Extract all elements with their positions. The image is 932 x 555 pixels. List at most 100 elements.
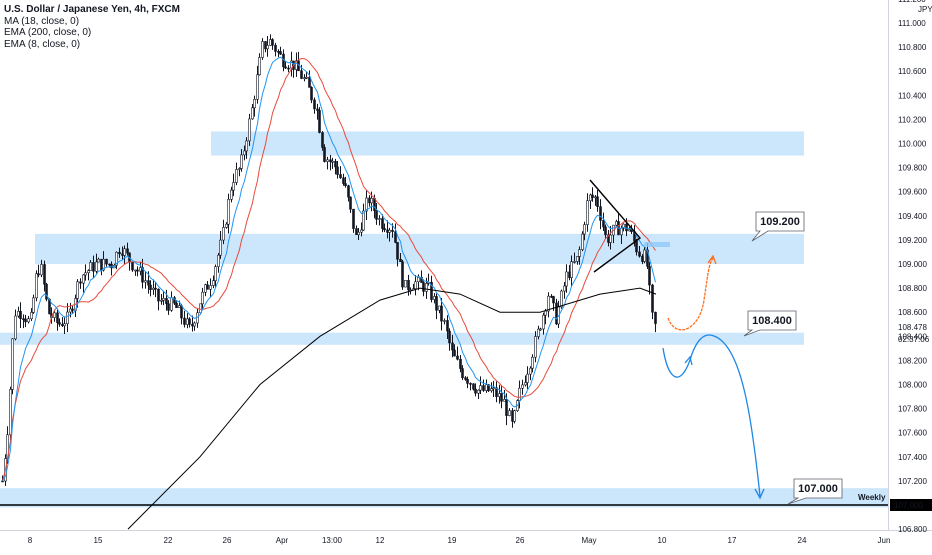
candle-body bbox=[266, 45, 269, 50]
projection-up-path bbox=[667, 257, 714, 331]
candle-body bbox=[102, 258, 105, 271]
candle-body bbox=[167, 303, 170, 311]
candle-body bbox=[178, 305, 181, 309]
zone-rect bbox=[0, 332, 804, 345]
price-tick-label: 109.200 bbox=[898, 236, 927, 245]
time-tick-label: 10 bbox=[658, 536, 667, 545]
time-tick-label: 15 bbox=[94, 536, 103, 545]
candle-body bbox=[464, 377, 467, 380]
candle-body bbox=[339, 174, 342, 179]
candle-body bbox=[417, 277, 420, 283]
candle-body bbox=[643, 249, 646, 262]
candle-body bbox=[240, 154, 243, 169]
projection-up-arrow bbox=[707, 254, 717, 265]
candle-body bbox=[469, 383, 472, 385]
candle-body bbox=[136, 269, 139, 272]
candle-body bbox=[344, 183, 347, 187]
candle-body bbox=[82, 274, 85, 284]
candle-body bbox=[316, 108, 319, 111]
indicator-ema8[interactable]: EMA (8, close, 0) bbox=[4, 38, 81, 50]
candle-body bbox=[357, 231, 360, 236]
candle-body bbox=[37, 273, 40, 276]
candle-body bbox=[570, 261, 573, 278]
candle-body bbox=[336, 166, 339, 175]
candle-body bbox=[204, 284, 207, 293]
candle-body bbox=[542, 314, 545, 330]
candle-body bbox=[139, 267, 142, 272]
candle-body bbox=[394, 231, 397, 243]
candle-body bbox=[97, 258, 100, 263]
weekly-axis-badge bbox=[890, 499, 932, 511]
candle-body bbox=[66, 311, 69, 325]
candle-body bbox=[414, 281, 417, 289]
candle-body bbox=[9, 389, 12, 436]
candle-body bbox=[531, 356, 534, 369]
candle-body bbox=[591, 194, 594, 198]
candle-body bbox=[456, 355, 459, 360]
price-tick-label: 107.800 bbox=[898, 405, 927, 414]
projection-down-arrow-1 bbox=[684, 355, 693, 366]
candle-body bbox=[487, 384, 490, 392]
time-tick-label: 17 bbox=[728, 536, 737, 545]
candle-body bbox=[35, 273, 38, 299]
candle-body bbox=[214, 266, 217, 281]
indicator-ema200[interactable]: EMA (200, close, 0) bbox=[4, 27, 92, 38]
candle-body bbox=[279, 51, 282, 55]
candle-body bbox=[648, 266, 651, 286]
candle-body bbox=[308, 76, 311, 88]
candle-body bbox=[53, 312, 56, 318]
candle-body bbox=[1, 480, 4, 483]
candle-body bbox=[321, 132, 324, 148]
candle-body bbox=[71, 308, 74, 311]
candle-body bbox=[440, 305, 443, 322]
candle-body bbox=[508, 410, 511, 416]
candle-body bbox=[654, 311, 657, 324]
candle-body bbox=[342, 177, 345, 184]
candle-body bbox=[329, 159, 332, 163]
candle-body bbox=[492, 387, 495, 390]
candle-body bbox=[160, 299, 163, 302]
candle-body bbox=[105, 258, 108, 265]
candle-body bbox=[222, 227, 225, 241]
price-tick-label: 111.000 bbox=[898, 19, 926, 28]
candle-body bbox=[573, 261, 576, 263]
candle-body bbox=[544, 310, 547, 316]
candle-body bbox=[596, 196, 599, 207]
candle-body bbox=[186, 318, 189, 325]
candle-body bbox=[11, 338, 14, 390]
candle-body bbox=[110, 263, 113, 269]
indicator-ma18[interactable]: MA (18, close, 0) bbox=[4, 15, 80, 27]
candle-body bbox=[537, 328, 540, 337]
candle-body bbox=[451, 342, 454, 351]
candle-body bbox=[513, 410, 516, 422]
candle-body bbox=[622, 223, 625, 229]
price-tick-label: 108.000 bbox=[898, 381, 927, 390]
candle-body bbox=[310, 87, 313, 101]
projection-down-path bbox=[662, 334, 761, 497]
weekly-axis-badge-text: 107.000 bbox=[894, 501, 923, 510]
candle-body bbox=[331, 160, 334, 163]
zone-rect bbox=[0, 488, 888, 508]
price-tick-label: 111.200 bbox=[898, 0, 926, 4]
candle-body bbox=[188, 318, 191, 325]
candle-body bbox=[539, 328, 542, 331]
candle-body bbox=[609, 234, 612, 243]
candle-body bbox=[183, 317, 186, 325]
candle-body bbox=[115, 251, 118, 266]
price-tick-label: 109.600 bbox=[898, 188, 927, 197]
candle-body bbox=[381, 218, 384, 229]
candle-body bbox=[134, 269, 137, 272]
callout-108400-text: 108.400 bbox=[752, 315, 792, 327]
ema200-line bbox=[127, 287, 657, 530]
candle-body bbox=[529, 367, 532, 375]
candle-body bbox=[32, 297, 35, 313]
candle-body bbox=[482, 385, 485, 391]
time-tick-label: 26 bbox=[516, 536, 525, 545]
candle-body bbox=[162, 298, 165, 301]
candle-body bbox=[474, 388, 477, 394]
time-tick-label: May bbox=[581, 536, 596, 545]
zone-rect bbox=[35, 233, 804, 264]
candle-body bbox=[165, 298, 168, 305]
